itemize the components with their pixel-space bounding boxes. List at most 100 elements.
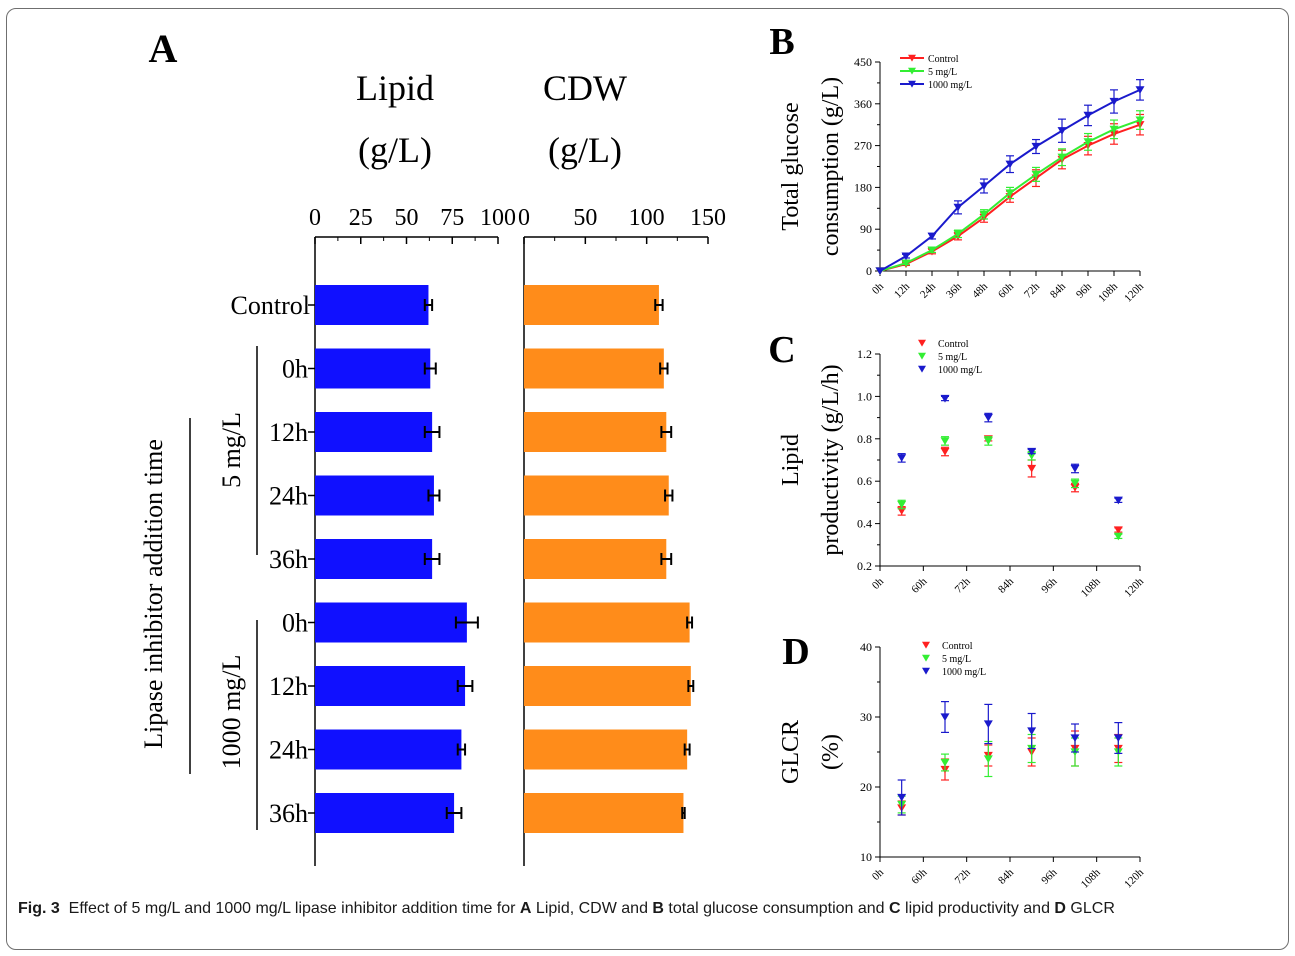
legend-label-0: Control — [938, 339, 969, 350]
data-point-1-1 — [940, 437, 950, 445]
legend-marker-1 — [918, 352, 926, 360]
data-point-1-5 — [1005, 189, 1015, 198]
category-label-4: 36h — [269, 545, 308, 574]
panel-b-x-tick-label: 72h — [1022, 280, 1043, 301]
panel-c-x-tick-label: 72h — [953, 575, 974, 596]
bar-1-5 — [524, 602, 690, 643]
data-point-1-9 — [1109, 125, 1119, 134]
bar-1-0 — [524, 285, 659, 325]
panel-c-x-tick-label: 84h — [996, 575, 1017, 596]
data-point-0-5 — [1113, 526, 1123, 535]
data-point-1-3 — [953, 230, 963, 238]
bar-0-6 — [315, 666, 466, 706]
data-point-2-2 — [927, 232, 937, 241]
panel-d-y-title-line2: (%) — [818, 734, 844, 770]
panel-b-x-tick-label: 96h — [1074, 280, 1095, 301]
panel-d-y-tick-label: 10 — [860, 850, 872, 864]
subplot-1-tick-label: 0 — [518, 205, 530, 231]
data-point-2-2 — [983, 414, 993, 422]
data-point-2-0 — [897, 454, 907, 462]
data-point-1-4 — [1070, 479, 1080, 488]
legend-marker-1 — [922, 654, 930, 662]
bar-0-7 — [315, 729, 462, 770]
panel-c-y-tick-label: 1.0 — [857, 389, 872, 403]
data-point-2-7 — [1057, 127, 1067, 135]
panel-b-y-tick-label: 360 — [854, 97, 872, 111]
panel-b-x-tick-label: 0h — [870, 280, 887, 297]
bar-0-2 — [315, 412, 433, 452]
panel-c-y-tick-label: 0.2 — [857, 559, 872, 573]
panel-c-y-tick-label: 0.8 — [857, 432, 872, 446]
category-label-2: 12h — [269, 418, 308, 447]
caption-ref-b: B — [652, 900, 664, 917]
caption-text-4: lipid productivity and — [900, 900, 1055, 917]
panel-b-x-tick-label: 84h — [1048, 280, 1069, 301]
data-point-1-2 — [927, 246, 937, 255]
category-label-5: 0h — [282, 609, 308, 638]
legend-marker-0 — [908, 54, 916, 62]
panel-c-y-tick-label: 0.4 — [857, 517, 872, 531]
subplot-0-tick-label: 50 — [395, 205, 419, 231]
legend-marker-0 — [918, 339, 926, 347]
data-point-2-0 — [875, 267, 885, 276]
legend-label-1: 5 mg/L — [942, 654, 971, 665]
bar-1-2 — [524, 412, 667, 452]
panel-b-x-tick-label: 24h — [918, 280, 939, 301]
panel-d-x-tick-label: 96h — [1039, 866, 1060, 887]
subplot-1-tick-label: 150 — [690, 205, 726, 231]
panel-b-y-tick-label: 270 — [854, 139, 872, 153]
panel-b-x-tick-label: 108h — [1096, 280, 1120, 304]
subplot-1-tick-label: 100 — [629, 205, 665, 231]
bar-1-6 — [524, 666, 691, 706]
panel-c-x-tick-label: 108h — [1079, 575, 1103, 599]
data-point-1-1 — [940, 758, 950, 767]
panel-b-x-tick-label: 36h — [944, 280, 965, 301]
panel-c-x-tick-label: 120h — [1122, 575, 1146, 599]
data-point-2-1 — [940, 713, 950, 722]
data-point-2-4 — [979, 182, 989, 191]
legend-marker-0 — [922, 641, 930, 649]
data-point-1-2 — [983, 437, 993, 445]
bar-0-5 — [315, 602, 467, 643]
subplot-title-1-line2: (g/L) — [548, 130, 622, 170]
panel-b-x-tick-label: 48h — [970, 280, 991, 301]
data-point-1-6 — [1031, 170, 1041, 179]
data-point-2-1 — [901, 252, 911, 261]
panel-d-x-tick-label: 60h — [909, 866, 930, 887]
data-point-2-5 — [1005, 160, 1015, 169]
data-point-2-5 — [1113, 496, 1123, 505]
data-point-1-4 — [979, 210, 989, 219]
category-label-0: Control — [231, 291, 310, 320]
legend-marker-2 — [922, 667, 930, 675]
caption-fig-label: Fig. 3 — [18, 900, 60, 917]
legend-label-0: Control — [942, 641, 973, 652]
subplot-title-0-line2: (g/L) — [358, 130, 432, 170]
data-point-1-8 — [1083, 138, 1093, 146]
data-point-1-0 — [897, 500, 907, 509]
panel-c-y-title-line1: Lipid — [778, 434, 804, 486]
legend-marker-2 — [908, 80, 916, 88]
subplot-0-tick-label: 0 — [309, 205, 321, 231]
category-label-1: 0h — [282, 355, 308, 384]
bar-1-3 — [524, 475, 669, 516]
panel-d-x-tick-label: 120h — [1122, 866, 1146, 890]
subplot-title-0-line1: Lipid — [356, 68, 434, 108]
data-point-2-6 — [1031, 142, 1041, 151]
figure-caption: Fig. 3 Effect of 5 mg/L and 1000 mg/L li… — [18, 898, 1268, 920]
data-point-2-1 — [940, 394, 950, 403]
group-label-5mg: 5 mg/L — [217, 412, 246, 488]
legend-label-2: 1000 mg/L — [942, 667, 986, 678]
data-point-2-0 — [897, 793, 907, 802]
panel-b-x-tick-label: 120h — [1122, 280, 1146, 304]
subplot-0-tick-label: 25 — [349, 205, 373, 231]
data-point-2-3 — [1027, 447, 1037, 456]
caption-text-5: GLCR — [1065, 900, 1115, 917]
group-label-1000mg: 1000 mg/L — [217, 655, 246, 770]
data-point-1-2 — [983, 755, 993, 764]
data-point-2-4 — [1070, 734, 1080, 743]
bar-1-4 — [524, 539, 667, 579]
panel-label-a: A — [149, 26, 178, 71]
series-line-2 — [879, 88, 1141, 272]
legend-label-1: 5 mg/L — [928, 67, 957, 78]
